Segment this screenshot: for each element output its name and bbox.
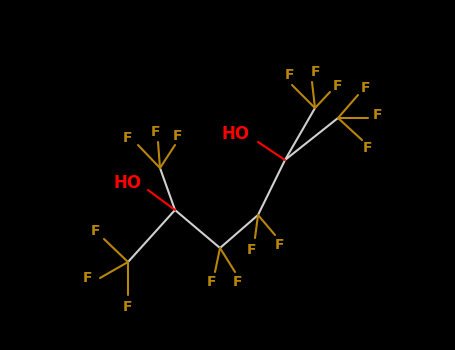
- Text: F: F: [363, 141, 373, 155]
- Text: F: F: [150, 125, 160, 139]
- Text: F: F: [123, 131, 133, 145]
- Text: F: F: [360, 81, 370, 95]
- Text: HO: HO: [114, 174, 142, 192]
- Text: F: F: [90, 224, 100, 238]
- Text: F: F: [123, 300, 133, 314]
- Text: F: F: [310, 65, 320, 79]
- Text: F: F: [275, 238, 285, 252]
- Text: F: F: [333, 79, 343, 93]
- Text: HO: HO: [222, 125, 250, 143]
- Text: F: F: [83, 271, 93, 285]
- Text: F: F: [173, 129, 183, 143]
- Text: F: F: [247, 243, 257, 257]
- Text: F: F: [233, 275, 243, 289]
- Text: F: F: [285, 68, 295, 82]
- Text: F: F: [373, 108, 383, 122]
- Text: F: F: [207, 275, 217, 289]
